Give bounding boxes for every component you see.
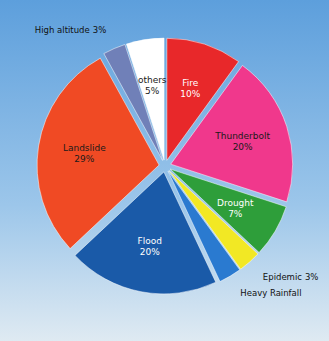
slice <box>126 38 164 160</box>
value-label: 3% <box>93 25 107 35</box>
value-label: 29% <box>74 154 94 164</box>
slice-label: Thunderbolt <box>214 131 270 141</box>
chart: Fire10%Thunderbolt20%Drought7%Epidemic3%… <box>0 0 329 341</box>
slice-label: Fire <box>182 78 199 88</box>
category-label: High altitude <box>35 25 90 35</box>
category-label: Heavy Rainfall <box>240 288 301 298</box>
slice-label: others <box>138 75 167 85</box>
slice-label: Flood <box>137 236 161 246</box>
value-label: 5% <box>145 86 160 96</box>
outside-label: Epidemic3% <box>263 272 319 282</box>
outside-label: High altitude3% <box>35 25 106 35</box>
outside-label: Heavy Rainfall <box>240 288 301 298</box>
value-label: 3% <box>305 272 319 282</box>
value-label: 20% <box>233 142 253 152</box>
value-label: 10% <box>180 89 200 99</box>
slice-label: Landslide <box>63 143 106 153</box>
value-label: 20% <box>140 247 160 257</box>
slices <box>37 38 293 294</box>
slice-label: Drought <box>217 198 254 208</box>
category-label: Epidemic <box>263 272 302 282</box>
labels: Fire10%Thunderbolt20%Drought7%Epidemic3%… <box>35 25 319 298</box>
value-label: 7% <box>228 209 243 219</box>
